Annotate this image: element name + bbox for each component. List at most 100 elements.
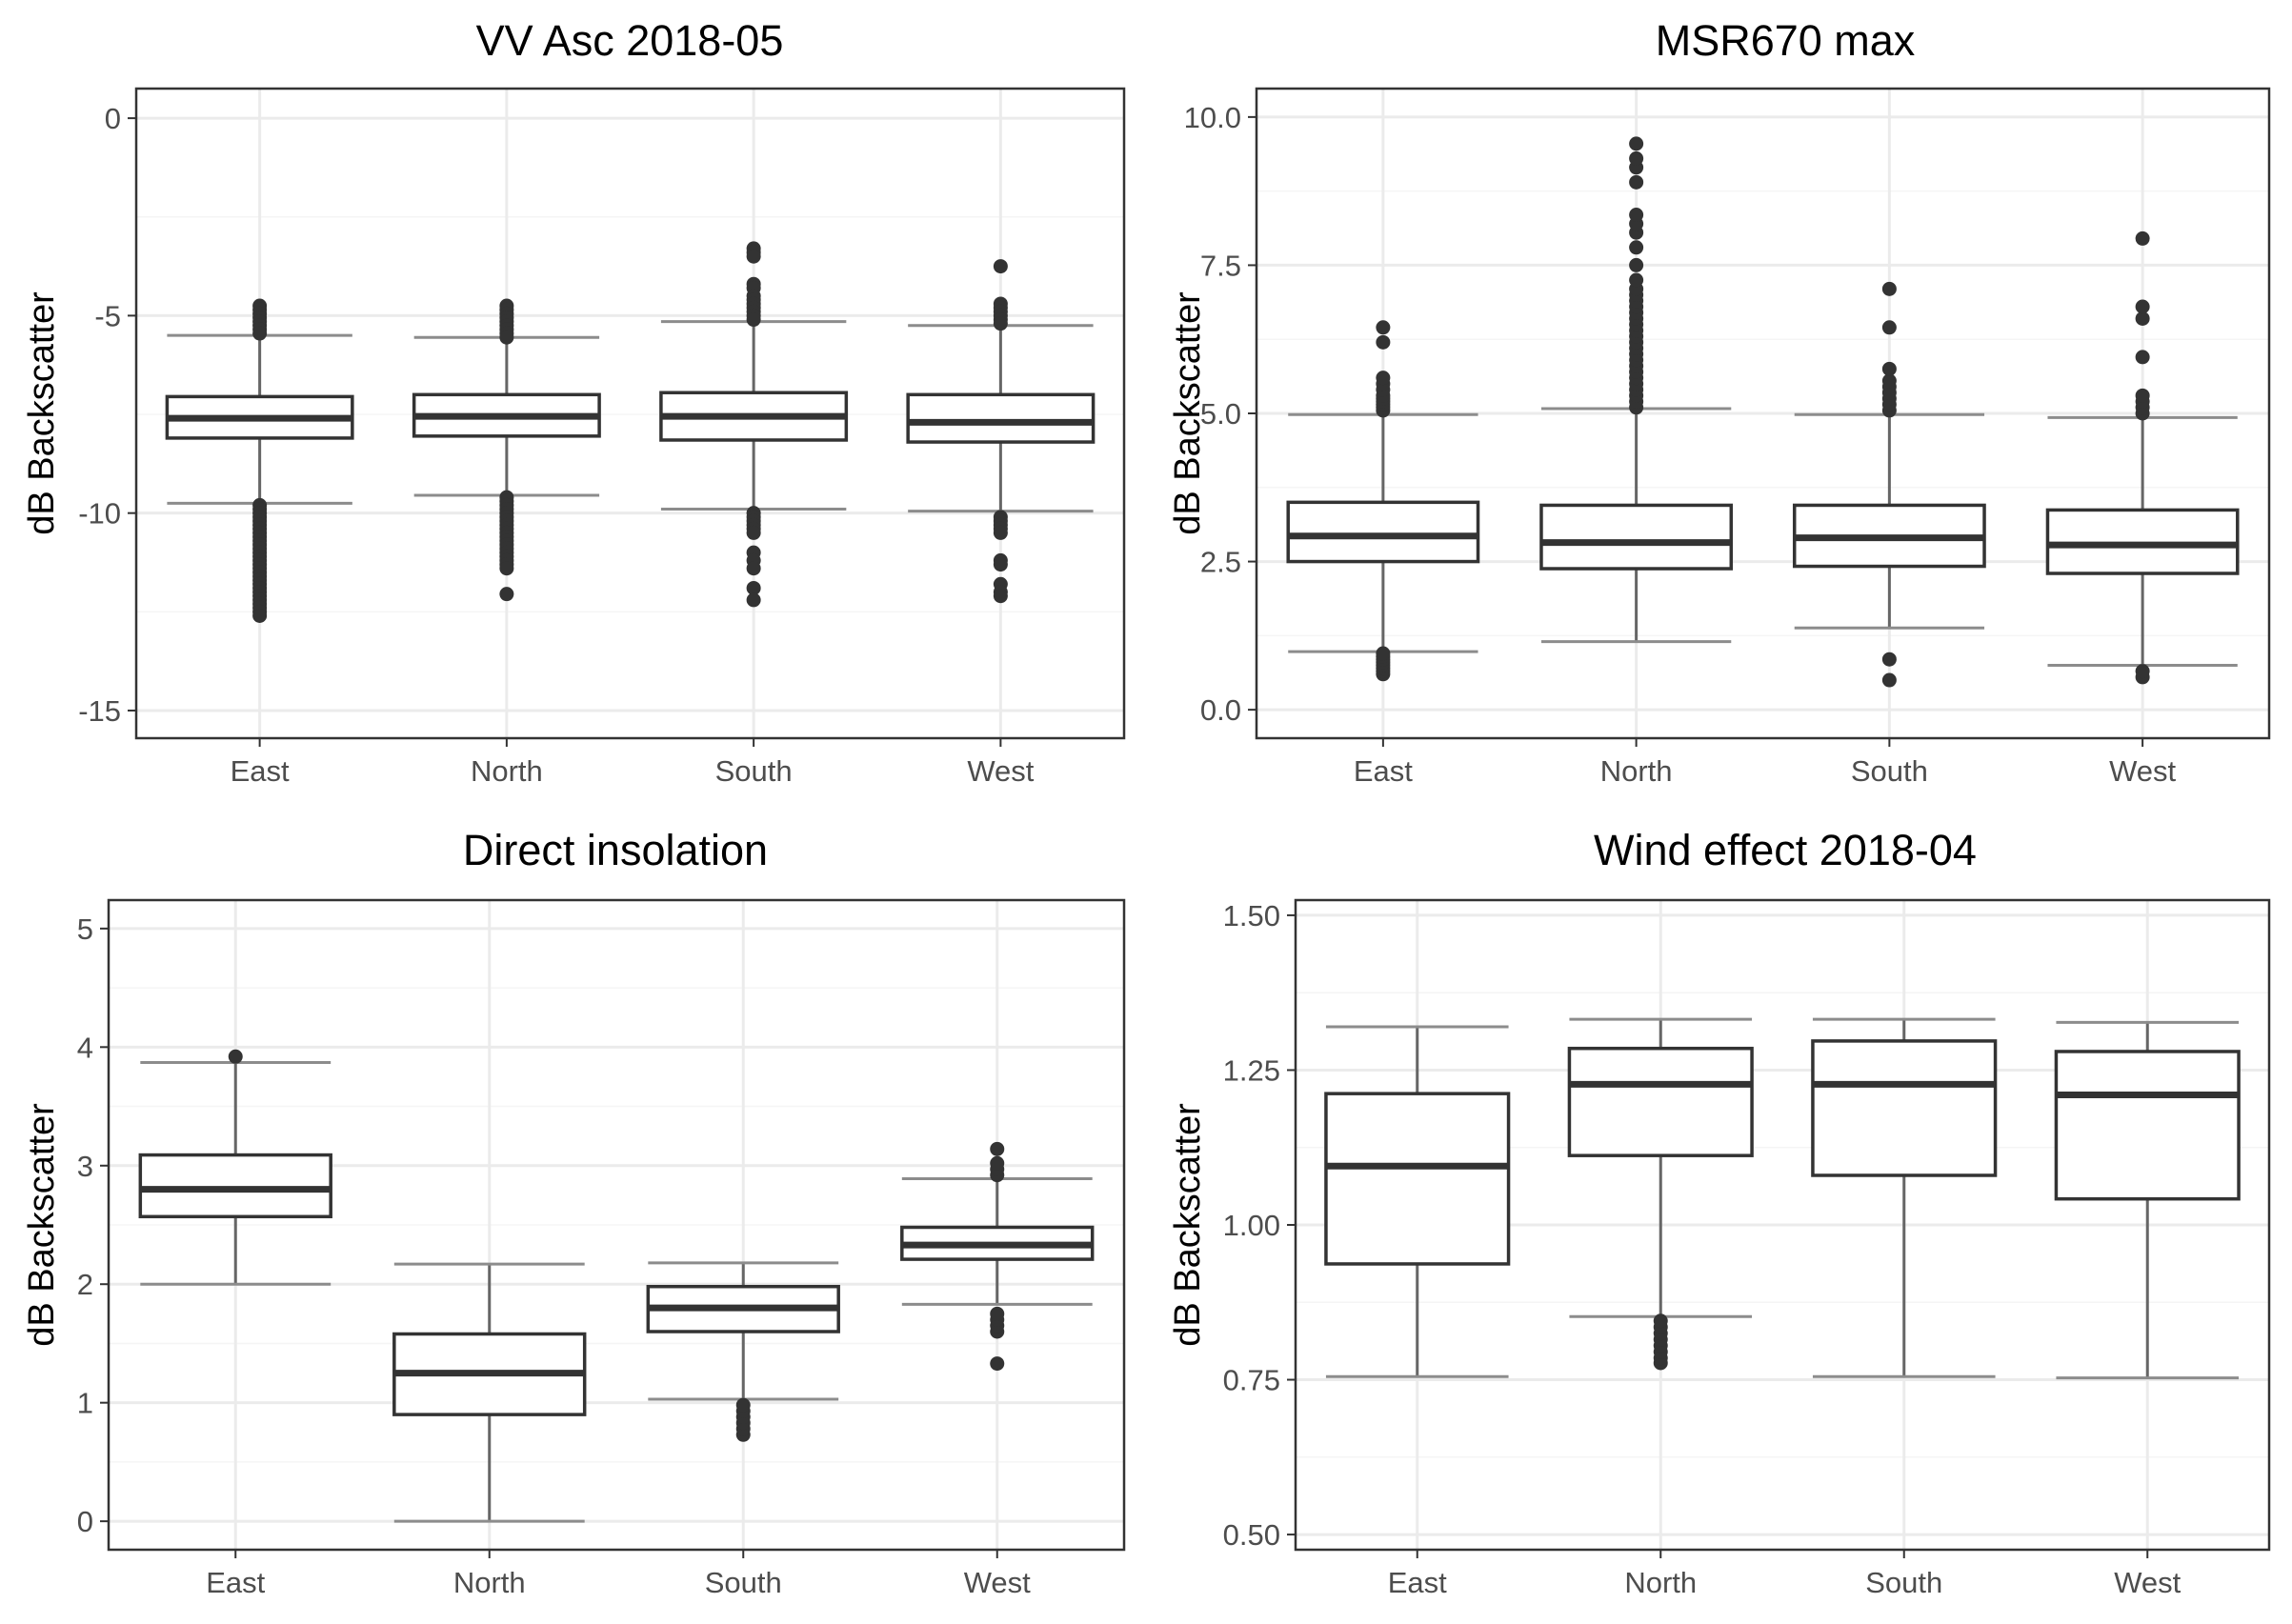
box-north xyxy=(412,298,601,602)
outlier-point xyxy=(252,608,268,623)
y-tick-label: 2.5 xyxy=(1200,546,1241,579)
outlier-point xyxy=(746,561,761,576)
outlier-point xyxy=(499,587,514,602)
outlier-point xyxy=(2135,231,2150,246)
outlier-point xyxy=(1376,320,1391,335)
box-south xyxy=(1792,281,1986,688)
chart-panel-2: 0.0 2.5 5.0 7.5 10.0 East North South West MSR670… xyxy=(1168,16,2271,788)
chart-title: Wind effect 2018-04 xyxy=(1594,826,1977,874)
outlier-point xyxy=(993,557,1008,572)
y-tick-label: -10 xyxy=(78,497,121,531)
box-iqr xyxy=(1286,500,1480,564)
outlier-point xyxy=(1881,281,1897,296)
outlier-point xyxy=(2135,311,2150,326)
y-axis-title: dB Backscatter xyxy=(1168,291,1208,535)
outlier-point xyxy=(990,1306,1005,1321)
outlier-point xyxy=(1629,208,1644,223)
y-tick-label: 0.0 xyxy=(1200,693,1241,727)
y-tick-label: 1.25 xyxy=(1223,1053,1280,1087)
y-tick-label: 2 xyxy=(77,1268,93,1301)
outlier-point xyxy=(252,326,268,341)
box-west xyxy=(2054,1020,2241,1380)
y-tick-label: 1.50 xyxy=(1223,899,1280,932)
box-east xyxy=(165,298,354,623)
y-tick-label: 10.0 xyxy=(1184,101,1241,134)
box-iqr xyxy=(1324,1092,1511,1266)
box-iqr xyxy=(1539,503,1734,571)
box-south xyxy=(1811,1017,1998,1378)
box-iqr xyxy=(138,1153,332,1219)
x-tick-label: East xyxy=(1388,1566,1447,1599)
outlier-point xyxy=(1629,272,1644,288)
y-tick-label: 0 xyxy=(105,102,121,135)
outlier-point xyxy=(1629,257,1644,272)
box-iqr xyxy=(906,392,1096,444)
chart-title: Direct insolation xyxy=(463,826,768,874)
box-east xyxy=(1324,1025,1511,1378)
y-tick-label: 0.75 xyxy=(1223,1364,1280,1397)
outlier-point xyxy=(1881,361,1897,376)
x-tick-label: North xyxy=(471,754,543,788)
outlier-point xyxy=(228,1049,243,1064)
box-west xyxy=(900,1141,1095,1372)
outlier-point xyxy=(990,1141,1005,1156)
box-south xyxy=(646,1261,840,1442)
x-tick-label: East xyxy=(206,1566,265,1599)
y-tick-label: 0 xyxy=(77,1505,93,1538)
outlier-point xyxy=(1376,334,1391,350)
x-tick-label: West xyxy=(964,1566,1031,1599)
x-tick-label: North xyxy=(1624,1566,1697,1599)
box-east xyxy=(1286,320,1480,682)
outlier-point xyxy=(735,1397,751,1413)
panel-border xyxy=(1294,898,2271,1552)
outlier-point xyxy=(1881,672,1897,688)
outlier-point xyxy=(2135,664,2150,679)
outlier-point xyxy=(2135,388,2150,403)
y-axis-title: dB Backscatter xyxy=(22,1103,62,1347)
x-tick-label: South xyxy=(1851,754,1928,788)
outlier-point xyxy=(1376,371,1391,386)
chart-panel-4: 0.50 0.75 1.00 1.25 1.50 East North South West Wi… xyxy=(1168,826,2271,1599)
outlier-point xyxy=(993,589,1008,604)
y-tick-label: 1 xyxy=(77,1387,93,1420)
outlier-point xyxy=(993,316,1008,331)
outlier-point xyxy=(1881,373,1897,389)
outlier-point xyxy=(746,592,761,608)
outlier-point xyxy=(990,1155,1005,1171)
outlier-point xyxy=(993,525,1008,540)
outlier-point xyxy=(1629,240,1644,255)
x-tick-label: West xyxy=(2109,754,2176,788)
y-tick-label: -15 xyxy=(78,694,121,728)
y-tick-label: 3 xyxy=(77,1150,93,1183)
x-tick-label: West xyxy=(2114,1566,2181,1599)
box-iqr xyxy=(2054,1050,2241,1201)
outlier-point xyxy=(1653,1313,1668,1329)
y-axis-title: dB Backscatter xyxy=(22,291,62,535)
x-tick-label: South xyxy=(705,1566,782,1599)
chart-panel-1: 0 -5 -10 -15 East North South West VV Asc 2018-0… xyxy=(22,16,1126,788)
x-tick-label: South xyxy=(1865,1566,1942,1599)
y-tick-label: 4 xyxy=(77,1031,93,1064)
outlier-point xyxy=(746,525,761,540)
outlier-point xyxy=(2135,299,2150,314)
box-north xyxy=(1567,1017,1754,1371)
outlier-point xyxy=(1629,136,1644,151)
outlier-point xyxy=(990,1356,1005,1372)
box-iqr xyxy=(1567,1046,1754,1157)
y-tick-label: 5.0 xyxy=(1200,397,1241,431)
box-east xyxy=(138,1049,332,1286)
box-north xyxy=(1539,136,1734,644)
outlier-point xyxy=(746,249,761,264)
panel-border xyxy=(107,898,1126,1552)
y-tick-label: 0.50 xyxy=(1223,1518,1280,1552)
x-tick-label: North xyxy=(1600,754,1673,788)
panel-border xyxy=(1255,87,2271,740)
y-tick-label: 7.5 xyxy=(1200,249,1241,282)
x-tick-label: South xyxy=(715,754,793,788)
chart-title: MSR670 max xyxy=(1656,16,1916,65)
box-west xyxy=(2045,231,2240,685)
outlier-point xyxy=(993,259,1008,274)
box-north xyxy=(392,1262,587,1523)
